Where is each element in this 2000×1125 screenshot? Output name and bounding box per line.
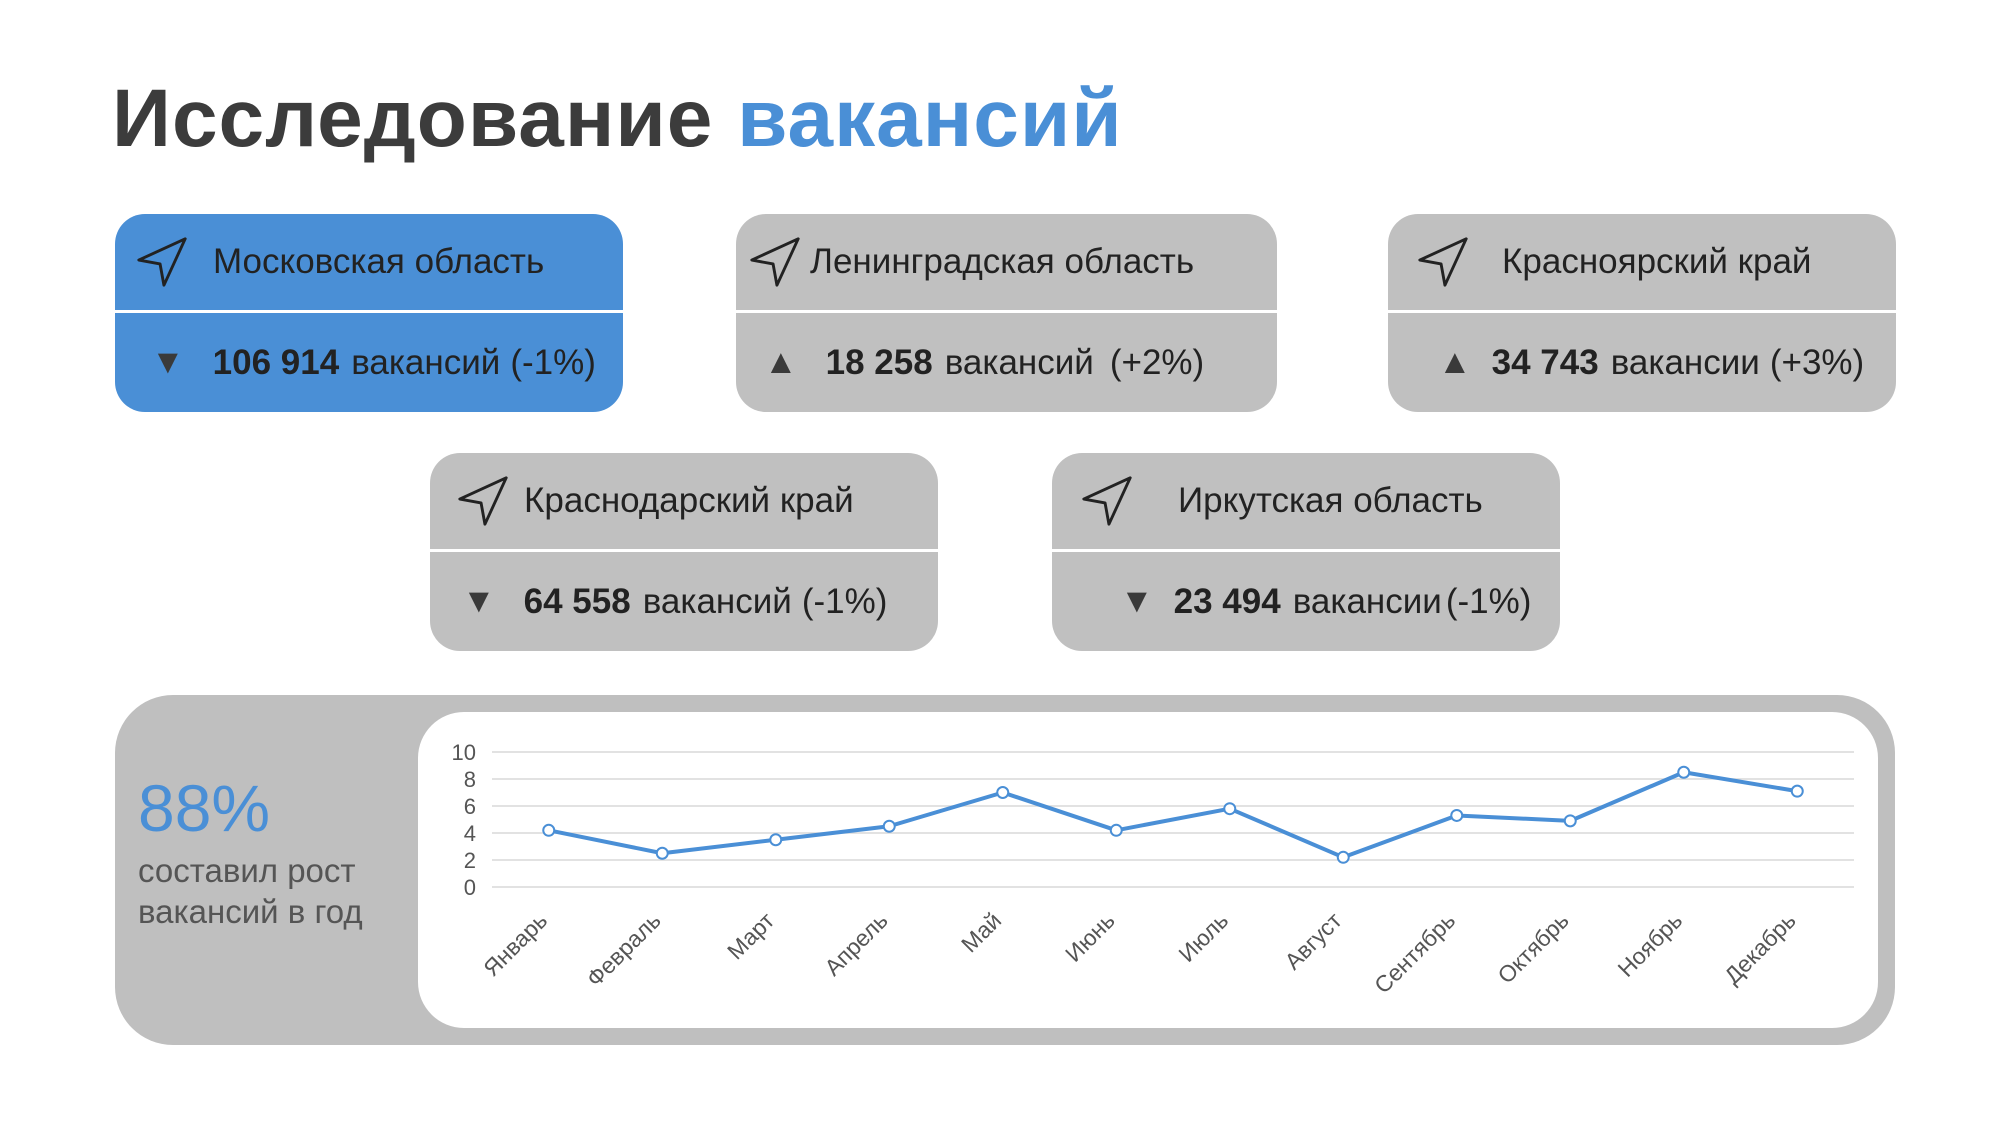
vacancy-change: (+2%) [1109, 342, 1205, 382]
region-stats: ▲ 34 743 вакансии (+3%) [1388, 313, 1896, 412]
x-tick-label: Май [956, 907, 1006, 957]
page-title: Исследование вакансий [112, 70, 1123, 168]
data-point [542, 823, 556, 837]
down-triangle-icon: ▼ [151, 343, 185, 381]
x-tick-label: Февраль [581, 907, 665, 991]
card-divider [1388, 310, 1896, 313]
growth-caption: составил рост вакансий в год [138, 852, 363, 930]
title-part-1: Исследование [112, 73, 714, 164]
region-card-header: Ленинградская область [736, 214, 1277, 310]
region-name: Краснодарский край [524, 481, 854, 520]
title-part-2: вакансий [737, 73, 1123, 164]
down-triangle-icon: ▼ [462, 582, 496, 620]
vacancy-count: 18 258 [825, 342, 933, 382]
vacancy-count: 23 494 [1173, 581, 1281, 621]
region-card-irkutsk[interactable]: Иркутская область ▼ 23 494 вакансии (-1%… [1052, 453, 1560, 651]
y-tick-label: 4 [464, 821, 476, 846]
x-tick-label: Июнь [1060, 907, 1120, 967]
data-point [1223, 802, 1237, 816]
x-tick-label: Июль [1173, 907, 1233, 967]
x-tick-label: Август [1279, 907, 1347, 975]
vacancy-count: 106 914 [212, 342, 340, 382]
data-point [769, 833, 783, 847]
navigation-arrow-icon [458, 476, 508, 526]
region-name: Московская область [213, 242, 545, 281]
card-divider [430, 549, 938, 552]
y-tick-label: 6 [464, 794, 476, 819]
up-triangle-icon: ▲ [1438, 343, 1472, 381]
region-card-header: Московская область [115, 214, 623, 310]
region-stats: ▼ 106 914 вакансий (-1%) [115, 313, 623, 412]
card-divider [1052, 549, 1560, 552]
vacancy-change: (-1%) [510, 342, 596, 382]
x-tick-label: Сентябрь [1369, 907, 1460, 998]
region-card-krasnodar[interactable]: Краснодарский край ▼ 64 558 вакансий (-1… [430, 453, 938, 651]
vacancy-word: вакансий [351, 342, 501, 382]
y-tick-label: 10 [452, 740, 476, 765]
region-name: Ленинградская область [810, 242, 1195, 281]
vacancy-change: (-1%) [801, 581, 888, 621]
region-card-krasnoyarsk[interactable]: Красноярский край ▲ 34 743 вакансии (+3%… [1388, 214, 1896, 412]
navigation-arrow-icon [1082, 476, 1132, 526]
navigation-arrow-icon [1418, 237, 1468, 287]
chart-area: 0 2 4 6 8 10 Январь Февраль Март Апрель Май Июнь Июл… [418, 712, 1878, 1028]
data-point [1790, 784, 1804, 798]
data-point [1336, 850, 1350, 864]
region-stats: ▲ 18 258 вакансий (+2%) [736, 313, 1277, 412]
x-tick-label: Март [722, 907, 780, 965]
data-point [1109, 823, 1123, 837]
vacancy-change: (-1%) [1445, 581, 1532, 621]
region-card-header: Краснодарский край [430, 453, 938, 549]
x-tick-label: Январь [478, 907, 552, 981]
region-stats: ▼ 23 494 вакансии (-1%) [1052, 552, 1560, 651]
region-card-header: Красноярский край [1388, 214, 1896, 310]
y-tick-label: 8 [464, 767, 476, 792]
region-card-moscow[interactable]: Московская область ▼ 106 914 вакансий (-… [115, 214, 623, 412]
growth-percent: 88% [138, 771, 271, 845]
region-stats: ▼ 64 558 вакансий (-1%) [430, 552, 938, 651]
region-card-header: Иркутская область [1052, 453, 1560, 549]
y-tick-label: 0 [464, 875, 476, 900]
vacancy-word: вакансий [642, 581, 792, 621]
vacancy-word: вакансии [1610, 342, 1760, 382]
data-point [882, 819, 896, 833]
vacancy-count: 64 558 [523, 581, 631, 621]
series-line [548, 770, 1798, 860]
data-point [1450, 808, 1464, 822]
vacancy-word: вакансии [1292, 581, 1442, 621]
vacancy-change: (+3%) [1769, 342, 1865, 382]
card-divider [736, 310, 1277, 313]
vacancy-count: 34 743 [1491, 342, 1599, 382]
navigation-arrow-icon [750, 237, 800, 287]
x-tick-label: Декабрь [1719, 907, 1801, 989]
card-divider [115, 310, 623, 313]
vacancy-word: вакансий [944, 342, 1094, 382]
x-tick-label: Ноябрь [1612, 907, 1687, 982]
y-tick-label: 2 [464, 848, 476, 873]
x-tick-label: Апрель [819, 907, 893, 981]
region-card-leningrad[interactable]: Ленинградская область ▲ 18 258 вакансий … [736, 214, 1277, 412]
data-point [1563, 814, 1577, 828]
data-point [655, 846, 669, 860]
data-point [996, 786, 1010, 799]
data-point [1677, 765, 1691, 779]
up-triangle-icon: ▲ [764, 343, 798, 381]
x-tick-label: Октябрь [1492, 907, 1573, 988]
navigation-arrow-icon [137, 237, 187, 287]
region-name: Красноярский край [1502, 242, 1812, 281]
down-triangle-icon: ▼ [1120, 582, 1154, 620]
region-name: Иркутская область [1178, 481, 1483, 520]
